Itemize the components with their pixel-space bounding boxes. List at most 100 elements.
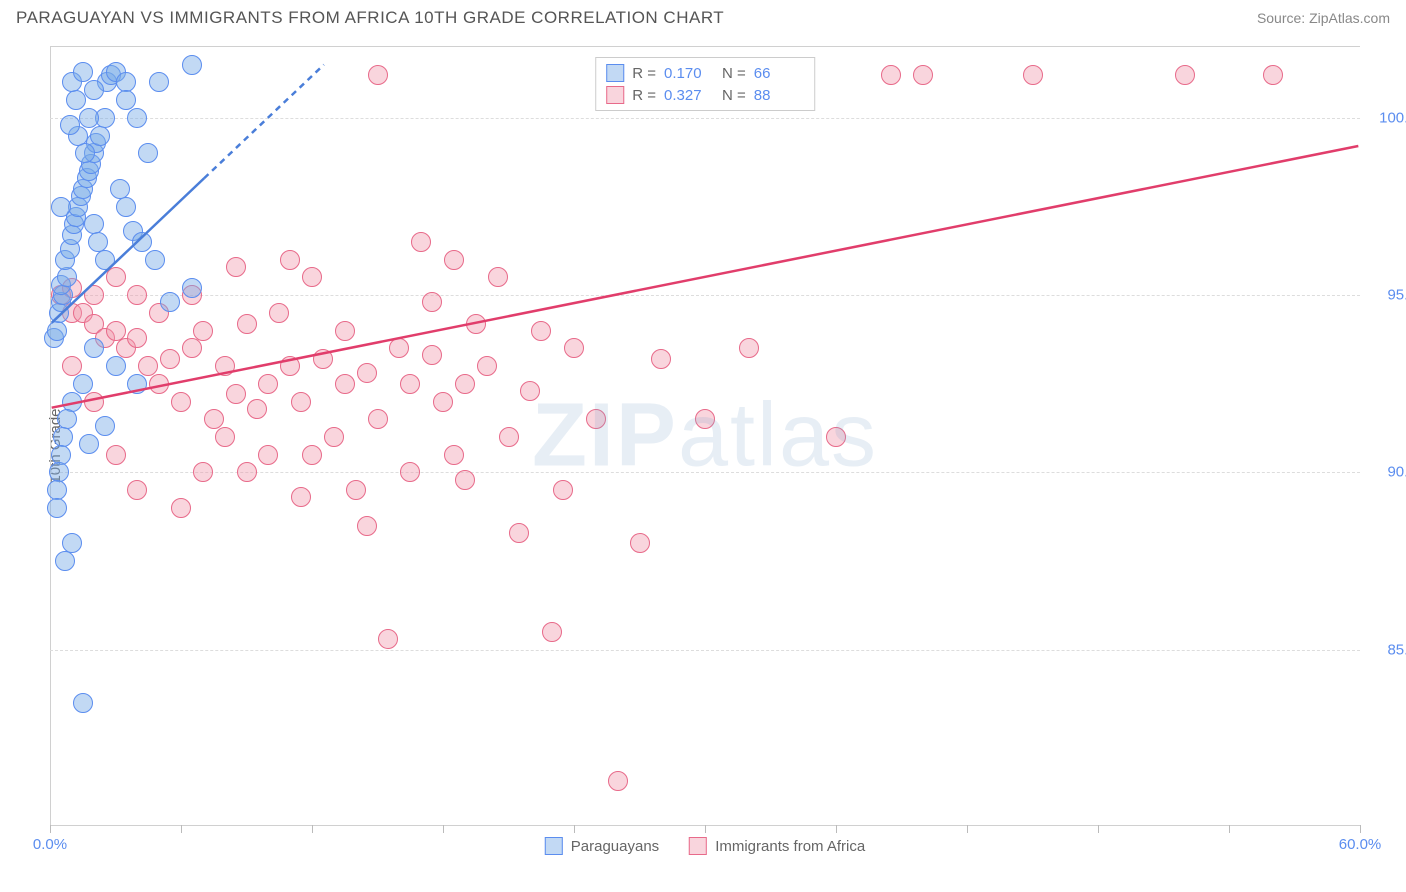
data-point — [368, 65, 388, 85]
data-point — [881, 65, 901, 85]
data-point — [651, 349, 671, 369]
data-point — [127, 285, 147, 305]
data-point — [553, 480, 573, 500]
data-point — [84, 392, 104, 412]
stat-r-label: R = — [632, 65, 656, 82]
data-point — [335, 321, 355, 341]
data-point — [411, 232, 431, 252]
data-point — [433, 392, 453, 412]
x-tick — [836, 825, 837, 833]
swatch-series1-b — [545, 837, 563, 855]
x-tick-label: 60.0% — [1339, 836, 1382, 853]
data-point — [302, 267, 322, 287]
data-point — [542, 622, 562, 642]
stat-row-series1: R = 0.170 N = 66 — [606, 62, 804, 84]
data-point — [95, 250, 115, 270]
data-point — [357, 363, 377, 383]
legend-item-2: Immigrants from Africa — [689, 837, 865, 855]
x-tick — [1360, 825, 1361, 833]
data-point — [171, 392, 191, 412]
stat-r-value-1: 0.170 — [664, 65, 714, 82]
data-point — [215, 427, 235, 447]
data-point — [215, 356, 235, 376]
data-point — [106, 321, 126, 341]
data-point — [739, 338, 759, 358]
chart-title: PARAGUAYAN VS IMMIGRANTS FROM AFRICA 10T… — [16, 8, 724, 28]
data-point — [90, 126, 110, 146]
data-point — [422, 345, 442, 365]
data-point — [499, 427, 519, 447]
data-point — [193, 321, 213, 341]
stat-r-label-2: R = — [632, 87, 656, 104]
data-point — [55, 551, 75, 571]
data-point — [75, 143, 95, 163]
data-point — [247, 399, 267, 419]
y-tick-label: 85.0% — [1370, 641, 1406, 658]
data-point — [106, 267, 126, 287]
data-point — [444, 250, 464, 270]
data-point — [132, 232, 152, 252]
data-point — [357, 516, 377, 536]
data-point — [488, 267, 508, 287]
x-tick — [967, 825, 968, 833]
data-point — [116, 197, 136, 217]
data-point — [695, 409, 715, 429]
chart-header: PARAGUAYAN VS IMMIGRANTS FROM AFRICA 10T… — [0, 0, 1406, 34]
data-point — [313, 349, 333, 369]
data-point — [389, 338, 409, 358]
data-point — [291, 487, 311, 507]
data-point — [269, 303, 289, 323]
data-point — [47, 321, 67, 341]
y-tick-label: 95.0% — [1370, 287, 1406, 304]
grid-line — [50, 650, 1360, 651]
data-point — [193, 462, 213, 482]
data-point — [258, 374, 278, 394]
data-point — [368, 409, 388, 429]
data-point — [335, 374, 355, 394]
data-point — [226, 257, 246, 277]
data-point — [324, 427, 344, 447]
stat-n-label-2: N = — [722, 87, 746, 104]
data-point — [258, 445, 278, 465]
data-point — [127, 328, 147, 348]
data-point — [145, 250, 165, 270]
data-point — [1023, 65, 1043, 85]
data-point — [509, 523, 529, 543]
data-point — [291, 392, 311, 412]
legend-label-1: Paraguayans — [571, 838, 659, 855]
data-point — [95, 416, 115, 436]
data-point — [520, 381, 540, 401]
grid-line — [50, 118, 1360, 119]
grid-line — [50, 295, 1360, 296]
swatch-series2-b — [689, 837, 707, 855]
data-point — [455, 470, 475, 490]
data-point — [400, 462, 420, 482]
data-point — [149, 374, 169, 394]
data-point — [182, 55, 202, 75]
data-point — [204, 409, 224, 429]
data-point — [182, 278, 202, 298]
data-point — [73, 374, 93, 394]
stat-r-value-2: 0.327 — [664, 87, 714, 104]
stat-legend: R = 0.170 N = 66 R = 0.327 N = 88 — [595, 57, 815, 111]
data-point — [586, 409, 606, 429]
data-point — [116, 90, 136, 110]
x-tick — [1098, 825, 1099, 833]
data-point — [477, 356, 497, 376]
data-point — [444, 445, 464, 465]
data-point — [346, 480, 366, 500]
data-point — [73, 693, 93, 713]
data-point — [57, 267, 77, 287]
data-point — [79, 434, 99, 454]
data-point — [127, 480, 147, 500]
data-point — [422, 292, 442, 312]
legend-item-1: Paraguayans — [545, 837, 659, 855]
data-point — [237, 314, 257, 334]
x-tick — [1229, 825, 1230, 833]
stat-n-value-1: 66 — [754, 65, 804, 82]
data-point — [913, 65, 933, 85]
data-point — [378, 629, 398, 649]
data-point — [400, 374, 420, 394]
x-tick — [705, 825, 706, 833]
data-point — [160, 292, 180, 312]
